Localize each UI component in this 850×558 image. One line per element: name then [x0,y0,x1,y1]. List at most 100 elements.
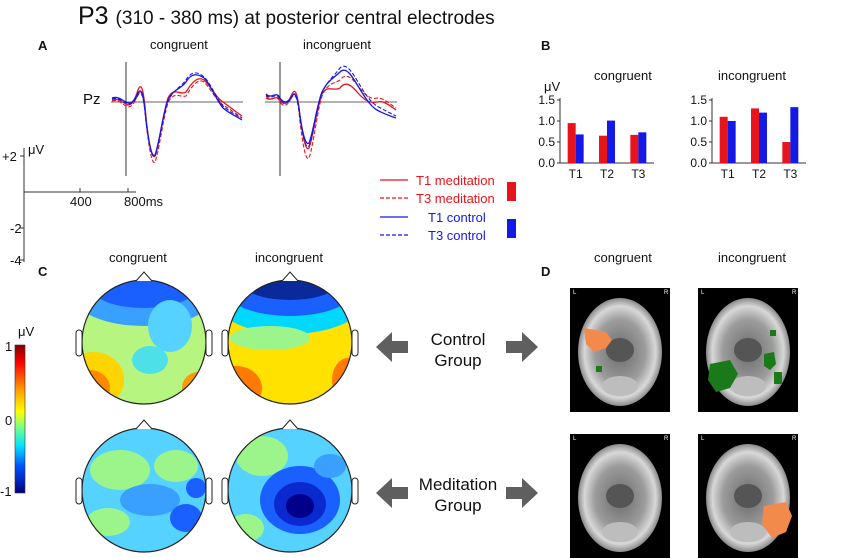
erp-trace-t3-control [265,65,397,148]
scale-x-400: 400 [70,194,92,209]
bar-meditation-t2 [599,135,607,163]
erp-trace-t1-meditation [265,83,397,150]
title-main: P3 [78,2,109,30]
activation-green [764,352,776,370]
panel-d-letter: D [541,264,551,279]
bar-charts: 1.5 1.0 0.5 0.0 T1 T2 T3 1.5 1.0 0.5 0.0 T1 T2 T3 [538,93,806,181]
group-arrows [376,332,538,508]
topomap-meditation-congruent [75,419,213,553]
brain-slice-meditation-congruent [570,434,670,558]
meditation-group-label: Meditation Group [400,474,516,516]
topomap-meditation-incongruent [221,419,359,553]
legend-t3-control: T3 control [428,228,486,243]
erp-trace-t3-meditation [265,75,397,160]
bar-meditation-t1 [567,123,576,163]
bar-x-tick-label: T2 [752,167,766,181]
arrow-right-icon [506,478,538,508]
arrow-right-icon [506,332,538,362]
panel-a-incongruent-label: incongruent [303,37,371,52]
scale-y-minus2: -2 [10,221,22,236]
scale-y-plus2: +2 [2,149,17,164]
activation-orange [584,328,612,352]
legend-t1-meditation: T1 meditation [416,173,495,188]
bar-y-tick-label: 1.0 [538,114,555,128]
electrode-label: Pz [83,91,101,108]
bar-control-t2 [607,120,615,163]
scale-y-minus4: -4 [10,253,22,268]
brain-slice-control-congruent [570,288,670,412]
bar-control-t1 [575,134,584,163]
bar-meditation-t3 [630,134,639,163]
slice-left-mark: L [701,290,705,296]
figure-title: P3 (310 - 380 ms) at posterior central e… [78,2,495,31]
bar-control-t3 [638,132,647,163]
topomap-control-incongruent [221,271,359,405]
slice-right-mark: R [664,436,669,442]
colorbar-unit: μV [18,324,35,339]
panel-c-congruent-label: congruent [109,250,167,265]
arrow-left-icon [376,478,408,508]
bar-x-tick-label: T2 [600,167,614,181]
erp-scale-axes [20,148,136,262]
brain-slices [570,288,798,558]
bar-title-congruent: congruent [594,68,652,83]
slice-left-mark: L [573,436,577,442]
bar-x-tick-label: T1 [569,167,583,181]
title-sub: (310 - 380 ms) at posterior central elec… [115,8,495,29]
slice-right-mark: R [792,436,797,442]
erp-plot-incongruent [265,62,397,176]
meditation-group-line2: Group [434,496,482,515]
bar-y-tick-label: 0.5 [538,135,555,149]
activation-green [774,372,782,384]
panel-c-incongruent-label: incongruent [255,250,323,265]
activation-green [708,360,738,392]
panel-d-incongruent-label: incongruent [718,250,786,265]
colorbar-min: -1 [0,484,12,499]
brain-slice-control-incongruent [698,288,798,412]
erp-trace-t3-meditation [111,80,243,164]
bar-control-t1 [727,121,736,163]
legend-t1-control: T1 control [428,210,486,225]
panel-a-congruent-label: congruent [150,37,208,52]
bar-y-tick-label: 1.0 [690,114,707,128]
bar-x-tick-label: T3 [631,167,645,181]
bar-y-tick-label: 0.0 [690,156,707,170]
arrow-left-icon [376,332,408,362]
bar-control-t3 [790,107,799,163]
meditation-group-line1: Meditation [418,475,498,494]
activation-orange [762,502,792,538]
bar-control-t2 [759,112,767,163]
colorbar-mid: 0 [5,413,13,428]
control-group-label: Control Group [408,329,508,371]
bar-y-tick-label: 1.5 [538,93,555,107]
bar-meditation-t1 [719,116,728,163]
bar-title-incongruent: incongruent [718,68,786,83]
activation-green [770,330,776,336]
topomap-control-congruent [75,271,213,405]
bar-meditation-t3 [782,142,791,163]
erp-trace-t3-control [111,72,243,157]
bar-meditation-t2 [751,108,759,163]
bar-x-tick-label: T1 [721,167,735,181]
bar-ylabel: μV [544,79,561,94]
brain-slice-meditation-incongruent [698,434,798,558]
slice-left-mark: L [573,290,577,296]
panel-c-letter: C [38,264,48,279]
slice-left-mark: L [701,436,705,442]
panel-d-congruent-label: congruent [594,250,652,265]
topography-maps [14,271,359,553]
legend-t3-meditation: T3 meditation [416,191,495,206]
colorbar-max: 1 [5,339,13,354]
bar-y-tick-label: 1.5 [690,93,707,107]
colorbar [14,344,26,494]
control-group-line1: Control [430,330,486,349]
panel-b-letter: B [541,38,551,53]
bar-x-tick-label: T3 [783,167,797,181]
legend-swatch-control [507,219,516,238]
control-group-line2: Group [434,351,482,370]
erp-trace-t1-control [265,69,397,145]
slice-right-mark: R [792,290,797,296]
legend-swatch-meditation [507,182,516,201]
slice-right-mark: R [664,290,669,296]
scale-x-800: 800ms [124,194,164,209]
